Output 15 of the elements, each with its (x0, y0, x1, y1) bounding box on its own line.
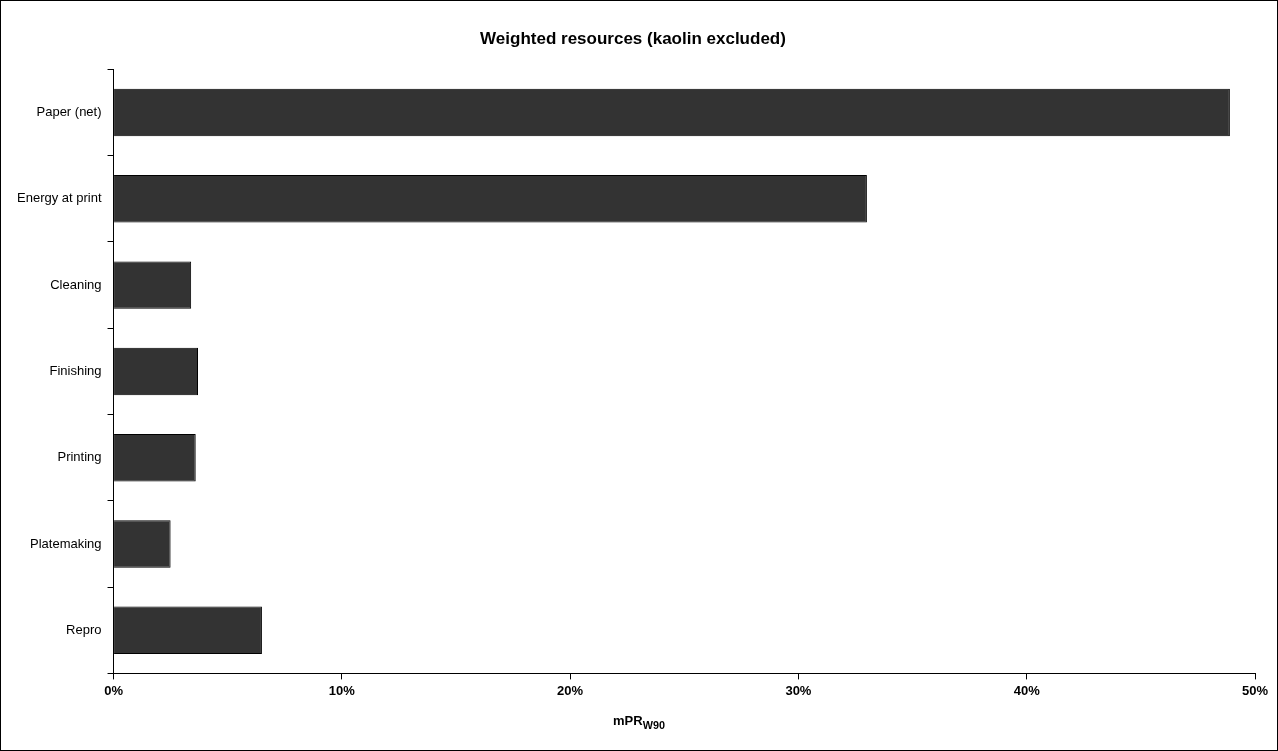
x-tick-label: 10% (328, 682, 356, 698)
y-tick-label: Finishing (49, 362, 102, 378)
y-tick-label: Repro (66, 621, 102, 637)
y-tick-label: Energy at print (17, 190, 102, 206)
x-axis-title: mPR$_{W90}$ (612, 713, 666, 731)
y-tick-label: Printing (57, 449, 102, 465)
chart-title: Weighted resources (kaolin excluded) (480, 28, 786, 48)
y-tick-label: Cleaning (50, 276, 102, 292)
x-tick-label: 50% (1241, 682, 1269, 698)
x-tick-label: 30% (785, 682, 812, 698)
x-tick-label: 40% (1013, 682, 1041, 698)
x-tick-label: 20% (557, 682, 584, 698)
y-tick-label: Platemaking (30, 535, 102, 551)
y-tick-label: Paper (net) (36, 104, 102, 120)
x-tick-label: 0% (104, 682, 124, 698)
